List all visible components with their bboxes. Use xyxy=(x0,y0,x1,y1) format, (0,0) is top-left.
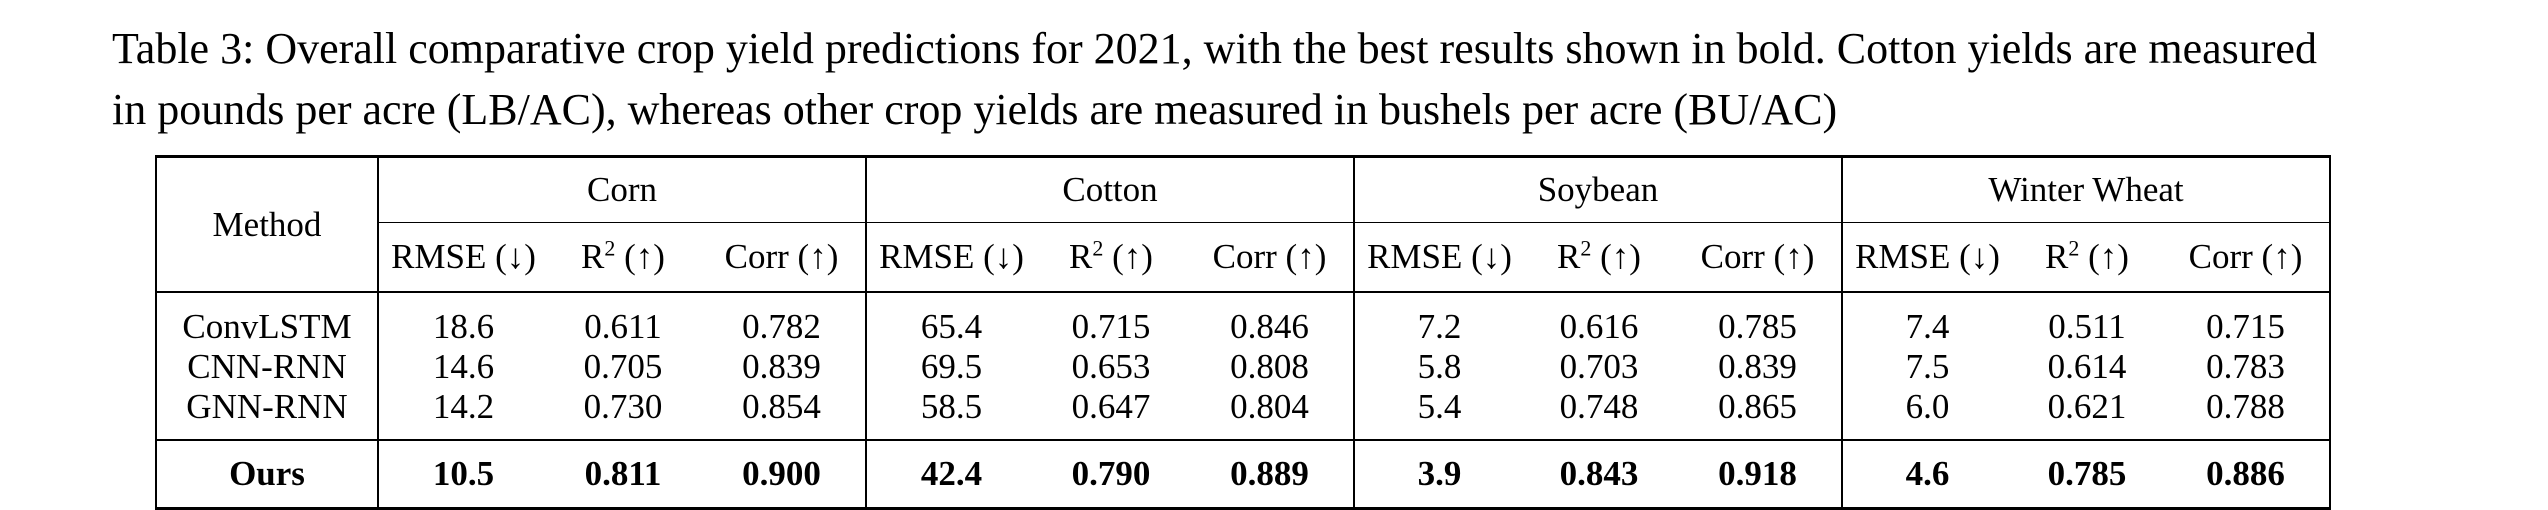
value-cell: 14.2 xyxy=(432,387,495,426)
metric-header-r2-soybean: R2 (↑) xyxy=(1524,223,1674,293)
value-cell: 0.785 xyxy=(1674,291,1843,347)
caption-line-2: in pounds per acre (LB/AC), whereas othe… xyxy=(112,85,1838,134)
results-table: Method Corn Cotton Soybean Winter Wheat … xyxy=(155,155,2331,510)
value-cell-ours: 0.790 xyxy=(1036,439,1186,510)
metric-header-rmse-corn: RMSE (↓) xyxy=(391,237,536,276)
value-cell: 7.4 xyxy=(1842,291,2012,347)
crop-header-corn: Corn xyxy=(378,155,867,223)
value-cell: 0.788 xyxy=(2162,387,2331,440)
value-cell-ours: 0.785 xyxy=(2012,439,2162,510)
value-cell: 0.616 xyxy=(1524,291,1674,347)
value-cell-ours: 0.843 xyxy=(1524,439,1674,510)
method-cell: ConvLSTM xyxy=(155,291,379,347)
r2-arrow: (↑) xyxy=(2079,237,2129,276)
table-row: ConvLSTM 18.6 0.611 0.782 65.4 0.715 0.846 7.2 0… xyxy=(155,291,2331,347)
value-cell: 0.804 xyxy=(1186,387,1355,440)
value-cell-ours: 42.4 xyxy=(866,439,1036,510)
value-cell: 5.8 xyxy=(1417,347,1462,386)
crop-header-winter-wheat: Winter Wheat xyxy=(1842,155,2331,223)
value-cell-ours: 0.811 xyxy=(548,439,698,510)
metric-header-corr-soybean: Corr (↑) xyxy=(1674,222,1843,292)
r2-superscript: 2 xyxy=(1580,235,1592,261)
metric-header-rmse-winter-wheat: RMSE (↓) xyxy=(1855,237,2000,276)
value-cell: 0.614 xyxy=(2047,347,2127,386)
value-cell-ours: 4.6 xyxy=(1842,439,2012,510)
value-cell: 0.839 xyxy=(1674,347,1843,387)
value-cell: 7.5 xyxy=(1905,347,1950,386)
metric-header-r2-winter-wheat: R2 (↑) xyxy=(2012,223,2162,293)
metric-header-rmse-soybean: RMSE (↓) xyxy=(1367,237,1512,276)
value-cell: 0.839 xyxy=(698,347,867,387)
crop-header-soybean: Soybean xyxy=(1354,155,1843,223)
table-ours-section: Ours 10.5 0.811 0.900 42.4 0.790 0.889 3.9 0.843… xyxy=(155,439,2331,510)
table-body: ConvLSTM 18.6 0.611 0.782 65.4 0.715 0.846 7.2 0… xyxy=(155,291,2331,440)
results-table-wrapper: Method Corn Cotton Soybean Winter Wheat … xyxy=(155,155,2331,510)
value-cell: 6.0 xyxy=(1905,387,1950,426)
method-cell: CNN-RNN xyxy=(155,347,379,387)
crop-header-cotton: Cotton xyxy=(866,155,1355,223)
value-cell-ours: 0.900 xyxy=(698,439,867,510)
value-cell: 14.6 xyxy=(432,347,495,386)
value-cell: 0.647 xyxy=(1071,387,1151,426)
r2-superscript: 2 xyxy=(2068,235,2080,261)
metric-header-corr-cotton: Corr (↑) xyxy=(1186,222,1355,292)
table-row: GNN-RNN 14.2 0.730 0.854 58.5 0.647 0.804 5.4 0.… xyxy=(155,387,2331,440)
value-cell: 18.6 xyxy=(378,291,548,347)
metric-header-corr-winter-wheat: Corr (↑) xyxy=(2162,222,2331,292)
value-cell-ours: 0.889 xyxy=(1186,439,1355,510)
r2-base: R xyxy=(581,237,605,276)
value-cell: 0.703 xyxy=(1559,347,1639,386)
metric-header-corr-corn: Corr (↑) xyxy=(698,222,867,292)
value-cell: 0.511 xyxy=(2012,291,2162,347)
value-cell: 0.808 xyxy=(1186,347,1355,387)
value-cell: 0.715 xyxy=(1036,291,1186,347)
value-cell: 0.715 xyxy=(2162,291,2331,347)
caption-line-1: Table 3: Overall comparative crop yield … xyxy=(112,24,2317,73)
r2-superscript: 2 xyxy=(1092,235,1104,261)
value-cell: 58.5 xyxy=(920,387,983,426)
value-cell: 0.621 xyxy=(2047,387,2127,426)
metric-header-rmse-cotton: RMSE (↓) xyxy=(879,237,1024,276)
method-cell-ours: Ours xyxy=(155,439,379,510)
metric-header-r2-corn: R2 (↑) xyxy=(548,223,698,293)
value-cell: 7.2 xyxy=(1354,291,1524,347)
value-cell: 0.854 xyxy=(698,387,867,440)
r2-arrow: (↑) xyxy=(1591,237,1641,276)
value-cell: 0.653 xyxy=(1071,347,1151,386)
value-cell: 0.705 xyxy=(583,347,663,386)
value-cell-ours: 0.886 xyxy=(2162,439,2331,510)
r2-base: R xyxy=(1069,237,1093,276)
value-cell: 0.730 xyxy=(583,387,663,426)
header-row-crops: Method Corn Cotton Soybean Winter Wheat xyxy=(155,155,2331,292)
r2-arrow: (↑) xyxy=(615,237,665,276)
r2-arrow: (↑) xyxy=(1103,237,1153,276)
value-cell: 5.4 xyxy=(1417,387,1462,426)
value-cell: 0.846 xyxy=(1186,291,1355,347)
value-cell: 0.748 xyxy=(1559,387,1639,426)
metric-header-r2-cotton: R2 (↑) xyxy=(1036,223,1186,293)
table-row: CNN-RNN 14.6 0.705 0.839 69.5 0.653 0.808 5.8 0.… xyxy=(155,347,2331,387)
r2-base: R xyxy=(2045,237,2069,276)
value-cell: 69.5 xyxy=(920,347,983,386)
value-cell: 0.865 xyxy=(1674,387,1843,440)
value-cell-ours: 10.5 xyxy=(378,439,548,510)
value-cell-ours: 3.9 xyxy=(1354,439,1524,510)
value-cell: 0.783 xyxy=(2162,347,2331,387)
header-row-metrics: RMSE (↓) R2 (↑) Corr (↑) RMSE (↓) R2 (↑) Corr… xyxy=(156,222,2331,293)
value-cell-ours: 0.918 xyxy=(1674,439,1843,510)
value-cell: 0.611 xyxy=(548,291,698,347)
table-row-ours: Ours 10.5 0.811 0.900 42.4 0.790 0.889 3.9 0.843… xyxy=(155,439,2331,510)
value-cell: 65.4 xyxy=(866,291,1036,347)
r2-superscript: 2 xyxy=(604,235,616,261)
r2-base: R xyxy=(1557,237,1581,276)
method-cell: GNN-RNN xyxy=(155,387,379,440)
table-caption: Table 3: Overall comparative crop yield … xyxy=(112,18,2512,140)
method-header: Method xyxy=(155,155,379,292)
value-cell: 0.782 xyxy=(698,291,867,347)
